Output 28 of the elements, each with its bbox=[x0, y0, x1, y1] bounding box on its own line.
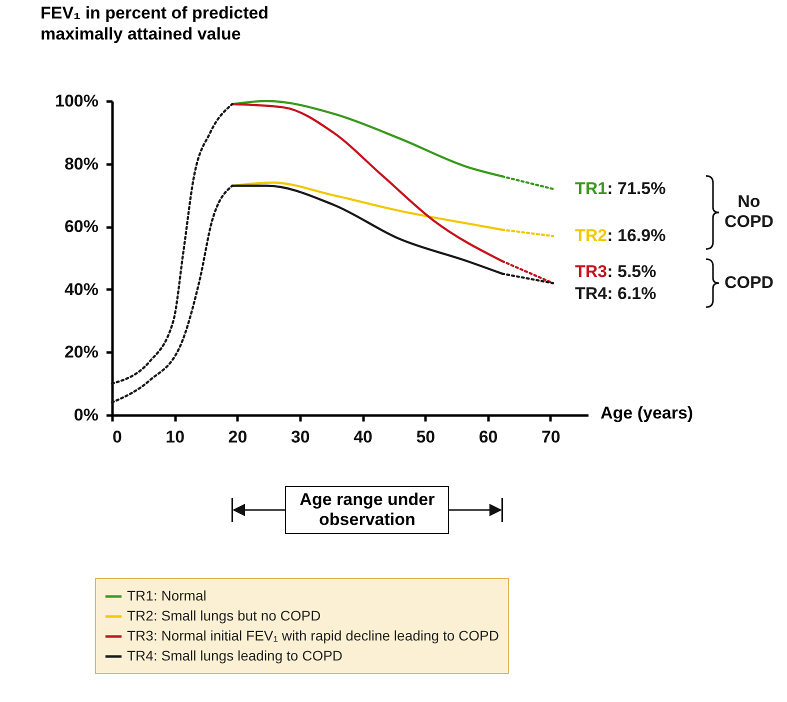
annotation: TR3: 5.5% bbox=[575, 262, 656, 282]
y-tick-label: 80% bbox=[64, 154, 98, 174]
y-tick-label: 20% bbox=[64, 342, 98, 362]
y-tick-label: 60% bbox=[64, 217, 98, 236]
y-tick-label: 0% bbox=[74, 406, 98, 424]
x-tick-label: 40 bbox=[354, 428, 372, 446]
legend-label: TR4: Small lungs leading to COPD bbox=[127, 648, 343, 664]
y-tick-label: 40% bbox=[64, 280, 98, 299]
x-tick-label: 30 bbox=[290, 428, 310, 446]
y-tick-label: 100% bbox=[55, 92, 98, 110]
legend-label: TR3: Normal initial FEV₁ with rapid decline leading to COPD bbox=[127, 628, 499, 644]
legend-label: TR1: Normal bbox=[127, 588, 206, 604]
x-tick-label: 60 bbox=[478, 428, 498, 446]
y-axis-title: FEV₁ in percent of predicted maximally attained value bbox=[40, 4, 269, 44]
x-tick-label: 20 bbox=[228, 428, 248, 446]
annotation: TR2: 16.9% bbox=[575, 226, 666, 246]
x-tick-label: 10 bbox=[166, 428, 185, 446]
text: COPD bbox=[724, 273, 774, 294]
annotation: TR1: 71.5% bbox=[575, 178, 666, 198]
x-axis-title: Age (years) bbox=[600, 404, 694, 422]
line-series bbox=[110, 103, 234, 385]
x-tick-label: 50 bbox=[416, 428, 436, 446]
annotation: TR4: 6.1% bbox=[575, 284, 656, 304]
x-tick-label: 0 bbox=[112, 428, 122, 446]
text: Age range under observation bbox=[285, 486, 450, 534]
legend-label: TR2: Small lungs but no COPD bbox=[127, 608, 321, 624]
x-tick-label: 70 bbox=[541, 428, 560, 446]
text: No COPD bbox=[724, 192, 774, 232]
